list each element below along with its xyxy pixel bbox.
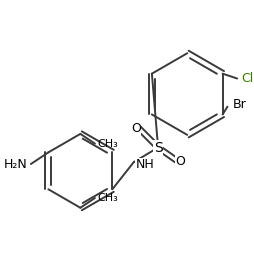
Text: Br: Br — [231, 98, 245, 111]
Text: O: O — [130, 122, 140, 135]
Text: H₂N: H₂N — [4, 158, 28, 170]
Text: Cl: Cl — [240, 72, 252, 85]
Text: O: O — [175, 155, 185, 168]
Text: CH₃: CH₃ — [98, 139, 118, 149]
Text: S: S — [153, 140, 162, 155]
Text: CH₃: CH₃ — [98, 193, 118, 203]
Text: NH: NH — [135, 158, 154, 171]
